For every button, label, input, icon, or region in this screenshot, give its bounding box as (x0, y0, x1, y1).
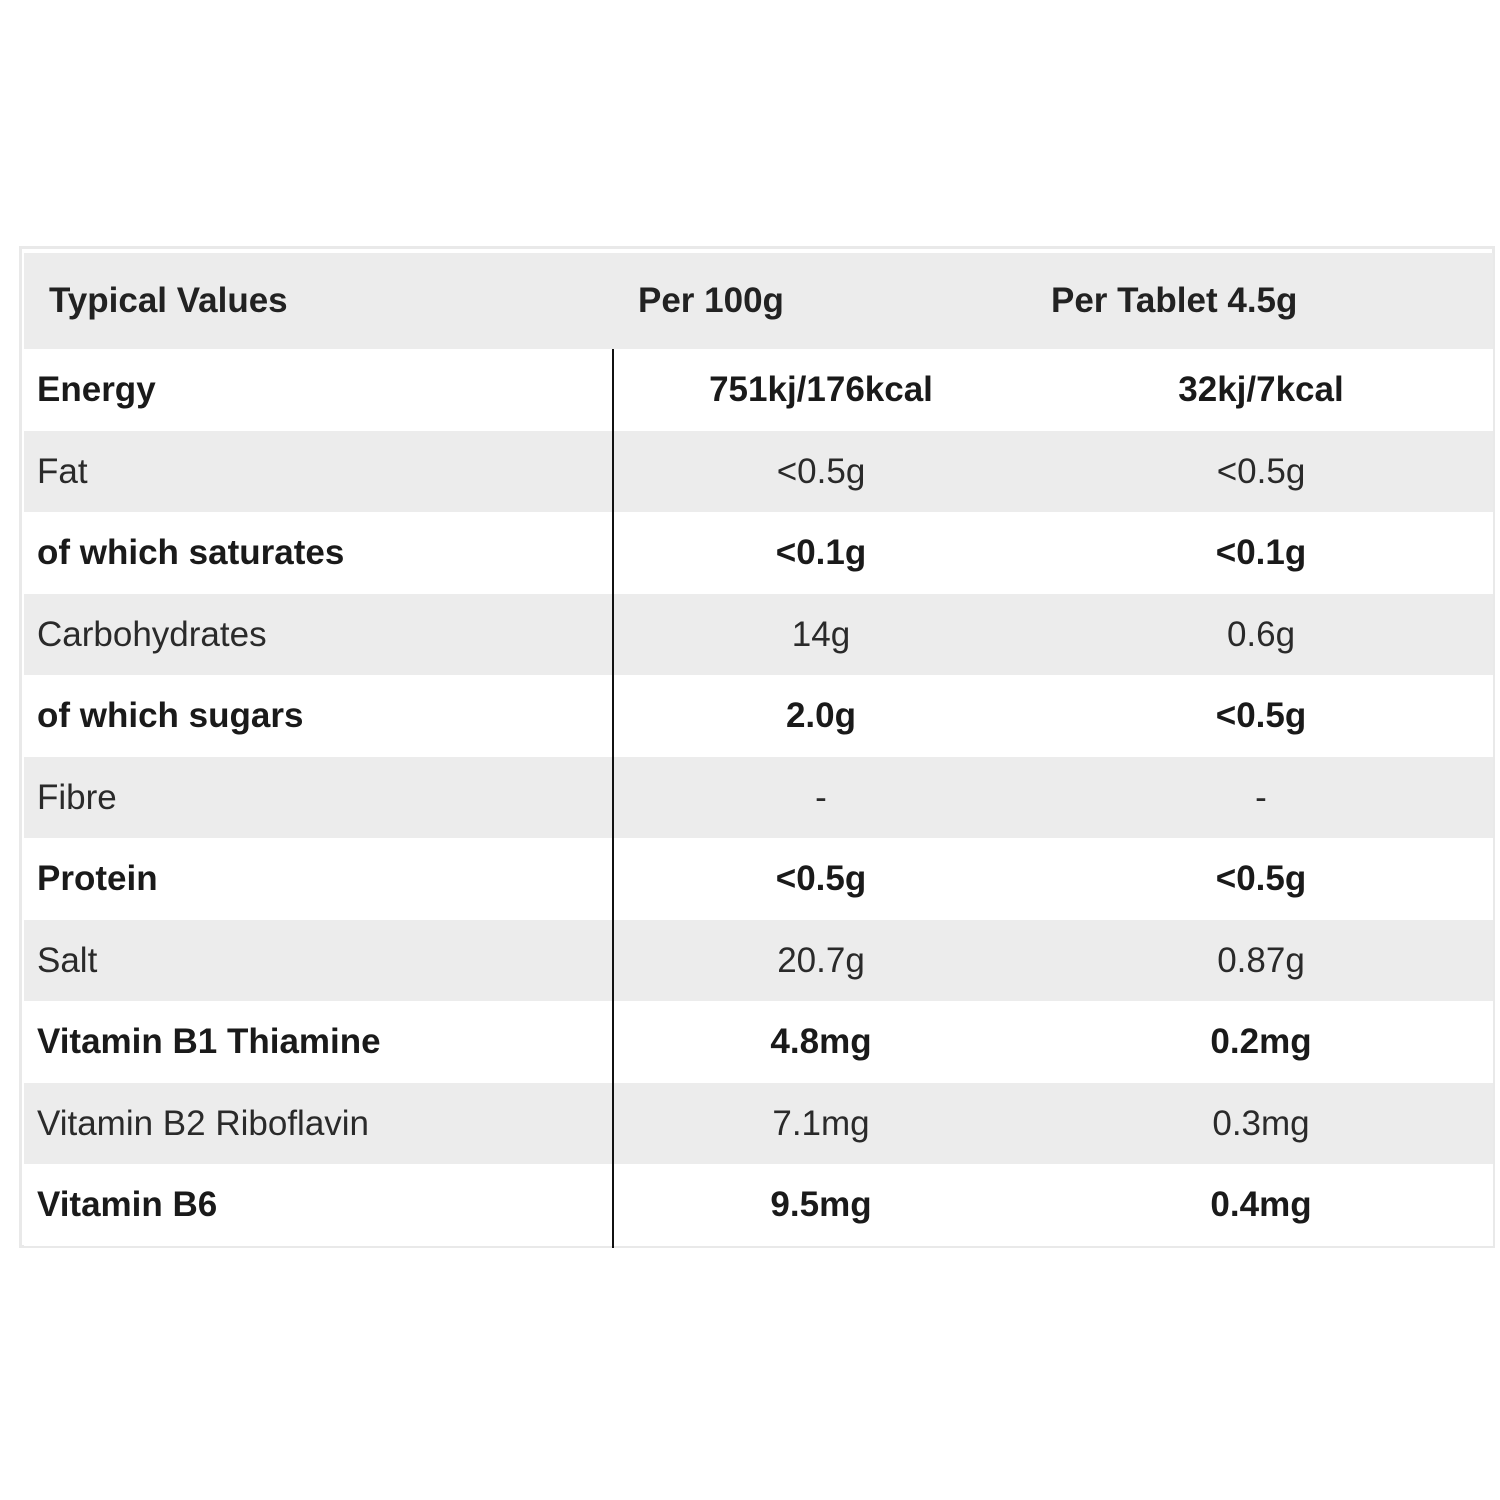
table-row: Salt 20.7g 0.87g (24, 919, 1493, 1001)
table-header-row: Typical Values Per 100g Per Tablet 4.5g (24, 253, 1493, 349)
table-row: of which sugars 2.0g <0.5g (24, 675, 1493, 757)
row-value-per-100g: 20.7g (777, 940, 865, 980)
row-value-per-tablet: 32kj/7kcal (1178, 370, 1344, 409)
row-value-per-tablet: <0.5g (1215, 696, 1307, 735)
header-typical-values: Typical Values (49, 281, 288, 320)
row-value-per-tablet: 0.6g (1226, 614, 1296, 654)
row-label: of which saturates (37, 533, 345, 572)
row-value-per-100g: 9.5mg (770, 1185, 872, 1224)
row-value-per-tablet: 0.4mg (1210, 1185, 1312, 1224)
row-value-per-tablet: <0.5g (1216, 451, 1306, 491)
row-value-per-100g: 4.8mg (770, 1022, 872, 1061)
table-row: Fibre - - (24, 756, 1493, 838)
row-value-per-100g: 7.1mg (772, 1103, 870, 1143)
table-body: Energy 751kj/176kcal 32kj/7kcal Fat <0.5… (24, 349, 1493, 1246)
table-row: Vitamin B6 9.5mg 0.4mg (24, 1164, 1493, 1246)
row-label: Energy (37, 370, 156, 409)
row-label: Salt (37, 940, 98, 980)
nutrition-table: Typical Values Per 100g Per Tablet 4.5g … (19, 246, 1495, 1248)
row-label: Vitamin B2 Riboflavin (37, 1103, 370, 1143)
row-value-per-tablet: <0.1g (1215, 533, 1307, 572)
table-row: Vitamin B1 Thiamine 4.8mg 0.2mg (24, 1001, 1493, 1083)
row-label: of which sugars (37, 696, 304, 735)
row-value-per-tablet: 0.87g (1217, 940, 1305, 980)
row-value-per-tablet: <0.5g (1215, 859, 1307, 898)
row-value-per-100g: <0.5g (775, 859, 867, 898)
row-value-per-tablet: - (1255, 777, 1267, 817)
row-value-per-100g: - (815, 777, 827, 817)
table-row: Vitamin B2 Riboflavin 7.1mg 0.3mg (24, 1082, 1493, 1164)
table-row: Fat <0.5g <0.5g (24, 430, 1493, 512)
header-per-100g: Per 100g (638, 281, 784, 320)
table-row: Protein <0.5g <0.5g (24, 838, 1493, 920)
row-label: Fat (37, 451, 88, 491)
row-label: Carbohydrates (37, 614, 267, 654)
table-row: of which saturates <0.1g <0.1g (24, 512, 1493, 594)
row-value-per-100g: <0.5g (776, 451, 866, 491)
row-value-per-100g: <0.1g (775, 533, 867, 572)
table-row: Carbohydrates 14g 0.6g (24, 593, 1493, 675)
row-value-per-100g: 14g (791, 614, 851, 654)
row-label: Vitamin B6 (37, 1185, 218, 1224)
row-value-per-tablet: 0.3mg (1212, 1103, 1310, 1143)
row-label: Vitamin B1 Thiamine (37, 1022, 381, 1061)
column-divider (612, 349, 614, 1248)
row-value-per-tablet: 0.2mg (1210, 1022, 1312, 1061)
row-label: Fibre (37, 777, 117, 817)
row-label: Protein (37, 859, 158, 898)
row-value-per-100g: 2.0g (785, 696, 857, 735)
header-per-tablet: Per Tablet 4.5g (1051, 281, 1298, 320)
table-row: Energy 751kj/176kcal 32kj/7kcal (24, 349, 1493, 431)
row-value-per-100g: 751kj/176kcal (709, 370, 933, 409)
